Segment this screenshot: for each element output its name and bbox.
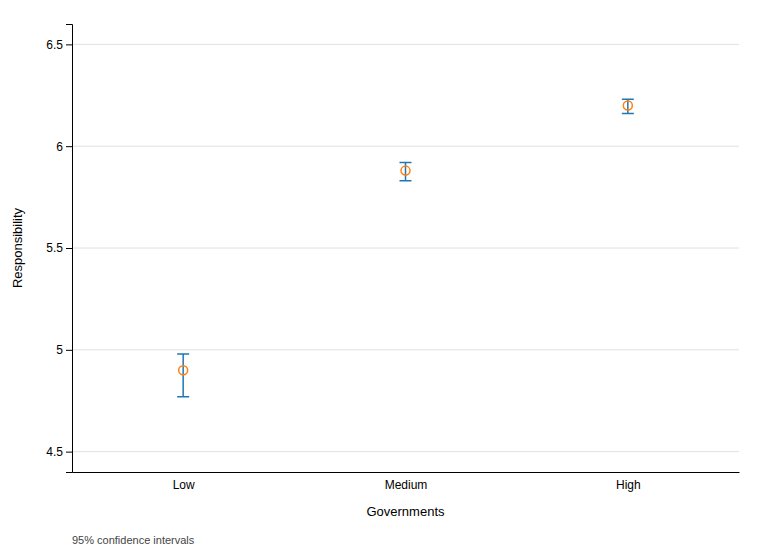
x-tick-label: High bbox=[616, 478, 641, 492]
error-bar bbox=[177, 354, 189, 397]
y-tick-mark bbox=[66, 248, 72, 249]
x-tick: Medium bbox=[385, 478, 428, 492]
x-axis-title: Governments bbox=[366, 504, 445, 519]
y-tick: 5.5 bbox=[46, 241, 72, 255]
y-axis-line bbox=[66, 25, 73, 473]
y-tick-label: 6 bbox=[56, 140, 63, 154]
point bbox=[623, 101, 632, 110]
grid bbox=[72, 44, 739, 451]
point bbox=[401, 166, 410, 175]
y-axis: 4.5 5 5.5 6 6.5 bbox=[46, 25, 72, 473]
x-axis: Low Medium High bbox=[73, 473, 740, 492]
grid-line bbox=[72, 44, 739, 45]
y-tick: 5 bbox=[56, 343, 72, 357]
y-tick: 6 bbox=[56, 140, 72, 154]
x-tick-label: Low bbox=[173, 478, 195, 492]
y-tick-mark bbox=[66, 44, 72, 45]
y-tick-mark bbox=[66, 146, 72, 147]
plot: 4.5 5 5.5 6 6.5 Low Medium High bbox=[46, 25, 739, 492]
chart: 4.5 5 5.5 6 6.5 Low Medium High Governments Respo… bbox=[0, 0, 763, 556]
y-tick: 4.5 bbox=[46, 445, 72, 459]
grid-line bbox=[72, 146, 739, 147]
grid-line bbox=[72, 451, 739, 452]
grid-line bbox=[72, 349, 739, 350]
x-tick: High bbox=[616, 478, 641, 492]
y-tick-label: 5 bbox=[56, 343, 63, 357]
y-tick: 6.5 bbox=[46, 38, 72, 52]
error-bar bbox=[622, 99, 634, 113]
y-tick-label: 5.5 bbox=[46, 241, 63, 255]
marks bbox=[177, 99, 634, 396]
y-tick-mark bbox=[66, 452, 72, 453]
x-tick: Low bbox=[173, 478, 195, 492]
error-bar bbox=[400, 162, 412, 180]
x-axis-line bbox=[73, 472, 740, 473]
y-tick-label: 6.5 bbox=[46, 38, 63, 52]
grid-line bbox=[72, 248, 739, 249]
y-axis-title: Responsibility bbox=[10, 207, 25, 288]
point bbox=[179, 366, 188, 375]
annotation: 95% confidence intervals bbox=[72, 534, 195, 546]
y-tick-label: 4.5 bbox=[46, 445, 63, 459]
x-tick-label: Medium bbox=[385, 478, 428, 492]
y-tick-mark bbox=[66, 350, 72, 351]
